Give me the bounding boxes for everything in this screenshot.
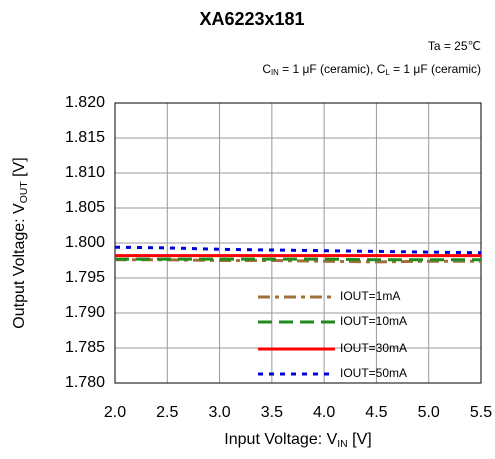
series-line	[115, 258, 481, 264]
x-tick-label: 3.5	[261, 404, 283, 421]
y-tick-label: 1.820	[65, 94, 105, 111]
y-tick-label: 1.810	[65, 164, 105, 181]
conditions-part: C	[262, 62, 271, 76]
legend-label: IOUT=1mA	[340, 289, 400, 303]
y-tick-label: 1.815	[65, 129, 105, 146]
y-tick-label: 1.785	[65, 339, 105, 356]
y-axis-label: Output Voltage: VOUT [V]	[11, 157, 30, 328]
y-tick-label: 1.805	[65, 199, 105, 216]
legend-label: IOUT=10mA	[340, 314, 407, 328]
conditions-part: = 1 μF (ceramic)	[390, 62, 481, 76]
x-axis-label-sub: IN	[337, 439, 347, 450]
conditions-sub: L	[385, 68, 390, 77]
chart-title: XA6223x181	[199, 9, 304, 29]
x-tick-label: 5.5	[470, 404, 492, 421]
y-axis-label-part: Output Voltage: V	[11, 203, 28, 329]
x-axis-label: Input Voltage: VIN [V]	[224, 431, 371, 450]
y-axis-label-part: [V]	[11, 157, 28, 181]
y-tick-label: 1.790	[65, 304, 105, 321]
y-tick-label: 1.780	[65, 374, 105, 391]
conditions-sub: IN	[271, 68, 279, 77]
y-tick-label: 1.795	[65, 269, 105, 286]
conditions-part: = 1 μF (ceramic), C	[279, 62, 386, 76]
legend-label: IOUT=30mA	[340, 341, 407, 355]
plot-border	[114, 102, 482, 384]
conditions: CIN = 1 μF (ceramic), CL = 1 μF (ceramic…	[262, 62, 481, 77]
series-line	[114, 245, 482, 255]
x-tick-label: 4.0	[313, 404, 335, 421]
x-tick-label: 2.5	[156, 404, 178, 421]
x-tick-label: 5.0	[418, 404, 440, 421]
x-axis-label-part: Input Voltage: V	[224, 431, 337, 448]
x-tick-label: 4.5	[365, 404, 387, 421]
y-tick-label: 1.800	[65, 234, 105, 251]
y-axis-label-sub: OUT	[19, 181, 30, 204]
x-axis-label-part: [V]	[348, 431, 372, 448]
x-tick-label: 3.0	[208, 404, 230, 421]
x-tick-label: 2.0	[104, 404, 126, 421]
series-line	[115, 257, 481, 262]
annotation: Ta = 25℃	[428, 39, 481, 53]
legend-label: IOUT=50mA	[340, 366, 407, 380]
